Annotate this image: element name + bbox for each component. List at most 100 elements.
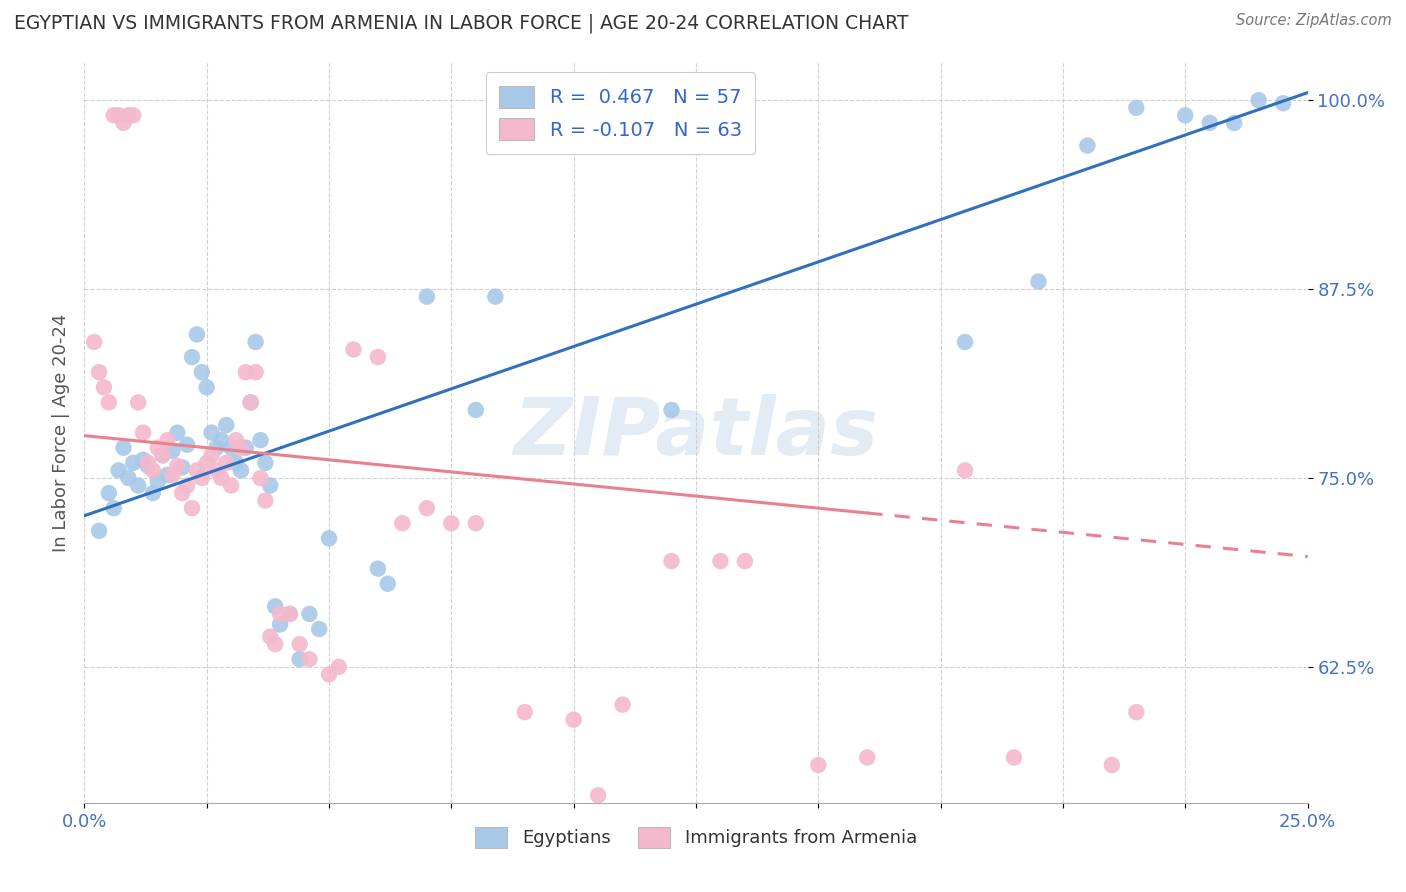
Point [127,478,149,492]
Point [661,403,683,417]
Text: Source: ZipAtlas.com: Source: ZipAtlas.com [1236,13,1392,29]
Point [1125,705,1147,719]
Point [612,698,634,712]
Point [136,458,159,473]
Point [156,467,179,482]
Point [269,617,291,632]
Point [298,652,321,666]
Point [107,108,129,122]
Point [152,448,174,462]
Point [249,433,271,447]
Point [103,501,125,516]
Point [176,438,198,452]
Point [87,365,110,379]
Point [103,108,125,122]
Point [146,441,169,455]
Point [209,433,232,447]
Point [87,524,110,538]
Point [259,630,281,644]
Point [807,758,830,772]
Point [132,452,155,467]
Point [97,486,120,500]
Point [264,599,287,614]
Point [953,463,976,477]
Point [117,471,139,485]
Point [225,433,247,447]
Point [239,395,262,409]
Point [1002,750,1025,764]
Point [205,441,228,455]
Point [416,501,439,516]
Point [308,622,330,636]
Point [142,486,165,500]
Point [117,108,139,122]
Y-axis label: In Labor Force | Age 20-24: In Labor Force | Age 20-24 [52,313,70,552]
Point [239,395,262,409]
Point [1125,101,1147,115]
Point [152,448,174,462]
Point [734,554,756,568]
Point [181,350,204,364]
Point [156,433,179,447]
Point [142,463,165,477]
Point [367,561,389,575]
Point [122,108,145,122]
Point [1272,96,1295,111]
Point [391,516,413,531]
Point [97,395,120,409]
Point [235,441,257,455]
Point [176,478,198,492]
Point [1174,108,1197,122]
Text: EGYPTIAN VS IMMIGRANTS FROM ARMENIA IN LABOR FORCE | AGE 20-24 CORRELATION CHART: EGYPTIAN VS IMMIGRANTS FROM ARMENIA IN L… [14,13,908,33]
Point [186,463,208,477]
Point [254,456,277,470]
Point [709,554,731,568]
Point [166,458,188,473]
Point [219,441,242,455]
Point [146,474,169,488]
Point [200,425,222,440]
Point [416,290,439,304]
Point [132,425,155,440]
Point [191,365,214,379]
Point [1198,116,1220,130]
Point [298,607,321,621]
Point [377,576,399,591]
Point [195,456,218,470]
Point [162,467,184,482]
Point [288,652,311,666]
Point [661,554,683,568]
Point [172,486,194,500]
Point [209,471,232,485]
Point [136,456,159,470]
Point [562,713,585,727]
Point [278,607,301,621]
Point [1028,275,1050,289]
Point [264,637,287,651]
Point [1247,93,1270,107]
Point [245,365,267,379]
Point [127,395,149,409]
Point [288,637,311,651]
Point [112,116,135,130]
Point [1101,758,1123,772]
Point [219,478,242,492]
Point [513,705,536,719]
Point [215,418,238,433]
Point [464,516,486,531]
Point [205,463,228,477]
Point [953,334,976,349]
Point [586,789,609,803]
Point [195,380,218,394]
Point [318,667,340,681]
Point [225,456,247,470]
Point [367,350,389,364]
Point [245,334,267,349]
Point [229,463,252,477]
Point [269,607,291,621]
Point [83,334,105,349]
Point [440,516,463,531]
Point [107,463,129,477]
Point [342,343,364,357]
Point [1076,138,1098,153]
